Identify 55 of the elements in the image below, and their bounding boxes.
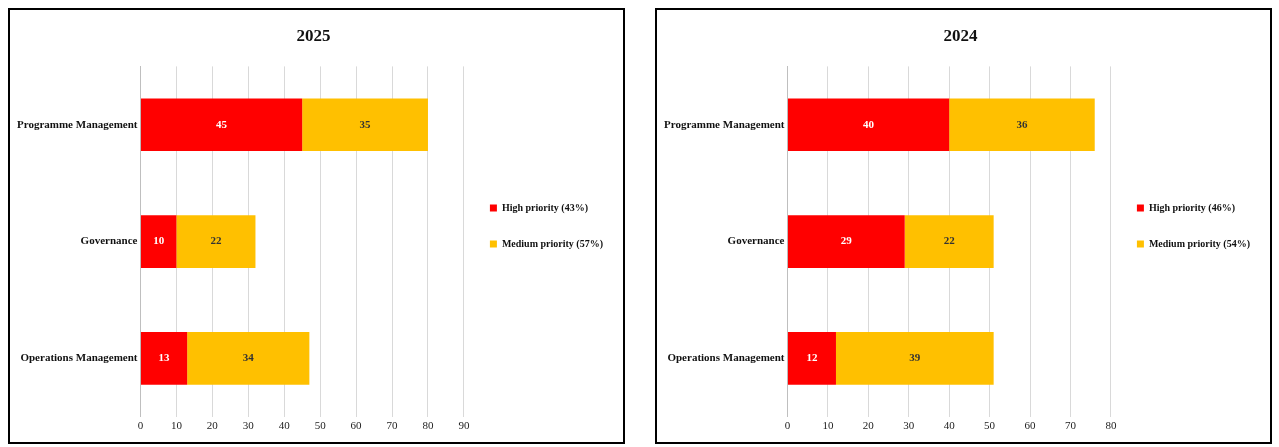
bar — [787, 98, 950, 152]
y-tick-label: Operations Management — [20, 351, 138, 364]
x-tick-label: 70 — [1064, 419, 1077, 432]
data-label: 39 — [909, 351, 921, 364]
data-label: 10 — [153, 234, 165, 247]
x-tick-label: 30 — [903, 419, 915, 432]
x-tick-label: 90 — [458, 419, 470, 432]
bar — [302, 98, 428, 152]
x-tick-label: 50 — [984, 419, 996, 432]
legend-label: High priority (43%) — [501, 201, 589, 214]
y-tick-label: Operations Management — [667, 351, 785, 364]
legend-label: Medium priority (54%) — [1148, 237, 1250, 250]
x-tick-label: 50 — [314, 419, 327, 432]
data-label: 13 — [158, 351, 171, 364]
data-label: 40 — [863, 117, 875, 130]
data-label: 29 — [840, 234, 853, 247]
x-tick-label: 30 — [242, 419, 255, 432]
data-label: 35 — [359, 117, 372, 130]
chart-title: 2025 — [296, 25, 331, 45]
data-label: 36 — [1016, 117, 1028, 130]
x-tick-label: 40 — [943, 419, 956, 432]
y-tick-label: Governance — [80, 234, 138, 247]
bar — [787, 215, 905, 268]
y-tick-label: Governance — [727, 234, 785, 247]
x-tick-label: 20 — [206, 419, 219, 432]
chart-title: 2024 — [943, 25, 978, 45]
legend-label: Medium priority (57%) — [501, 237, 603, 250]
y-tick-label: Programme Management — [17, 117, 138, 130]
data-label: 22 — [210, 234, 222, 247]
bar — [140, 332, 188, 385]
x-tick-label: 20 — [862, 419, 875, 432]
legend-label: High priority (46%) — [1148, 201, 1236, 214]
bar — [949, 98, 1095, 152]
bar — [140, 98, 303, 152]
bar — [904, 215, 994, 268]
data-label: 34 — [242, 351, 255, 364]
x-tick-label: 60 — [350, 419, 363, 432]
data-label: 45 — [216, 117, 228, 130]
x-tick-label: 60 — [1024, 419, 1037, 432]
bar — [787, 332, 836, 385]
bar — [176, 215, 256, 268]
bar — [140, 215, 177, 268]
x-tick-label: 10 — [822, 419, 834, 432]
x-tick-label: 10 — [170, 419, 183, 432]
bar — [835, 332, 994, 385]
x-tick-label: 80 — [422, 419, 434, 432]
bar — [187, 332, 310, 385]
x-tick-label: 70 — [386, 419, 399, 432]
data-label: 22 — [943, 234, 956, 247]
y-tick-label: Programme Management — [664, 117, 785, 130]
x-tick-label: 0 — [137, 419, 144, 432]
x-tick-label: 40 — [278, 419, 291, 432]
x-tick-label: 0 — [784, 419, 791, 432]
data-label: 12 — [806, 351, 818, 364]
x-tick-label: 80 — [1105, 419, 1117, 432]
